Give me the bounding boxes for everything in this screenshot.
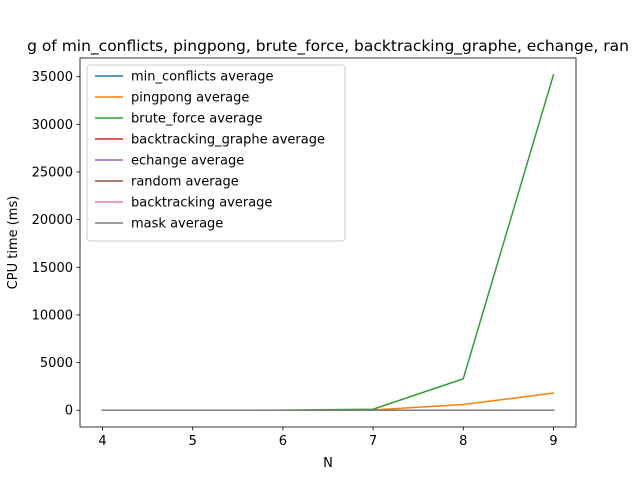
y-tick-label: 15000	[32, 261, 73, 276]
y-tick-label: 20000	[32, 213, 73, 228]
x-tick-label: 4	[98, 434, 106, 449]
legend: min_conflicts average pingpong average bru…	[86, 64, 346, 242]
y-tick-label: 35000	[32, 70, 73, 85]
legend-label-min-conflicts-average: min_conflicts average	[131, 70, 274, 85]
x-axis-label: N	[323, 456, 333, 471]
legend-label-backtracking-graphe-average: backtracking_graphe average	[131, 133, 325, 148]
series-line-pingpong-average	[101, 392, 555, 411]
x-tick-label: 9	[549, 434, 557, 449]
legend-label-echange-average: echange average	[131, 154, 244, 169]
legend-label-brute-force-average: brute_force average	[131, 112, 263, 127]
x-tick-label: 7	[369, 434, 377, 449]
legend-label-random-average: random average	[131, 175, 239, 190]
tick-layer: 4 5 6 7 8 9 0 5000 10000 15000 20000 25000 30000 3500…	[32, 70, 558, 449]
legend-label-pingpong-average: pingpong average	[131, 91, 249, 106]
y-tick-label: 25000	[32, 165, 73, 180]
x-tick-label: 8	[459, 434, 467, 449]
x-tick-label: 6	[279, 434, 287, 449]
y-tick-label: 30000	[32, 118, 73, 133]
chart-title: g of min_conflicts, pingpong, brute_forc…	[27, 37, 629, 56]
plot-area-frame	[79, 57, 577, 428]
x-tick-label: 5	[189, 434, 197, 449]
legend-label-backtracking-average: backtracking average	[131, 196, 272, 211]
y-axis-label: CPU time (ms)	[6, 196, 21, 290]
legend-box	[86, 64, 346, 242]
y-tick-label: 0	[65, 404, 73, 419]
y-tick-label: 5000	[40, 356, 73, 371]
series-layer	[101, 73, 555, 411]
y-tick-label: 10000	[32, 308, 73, 323]
legend-label-mask-average: mask average	[131, 217, 223, 232]
